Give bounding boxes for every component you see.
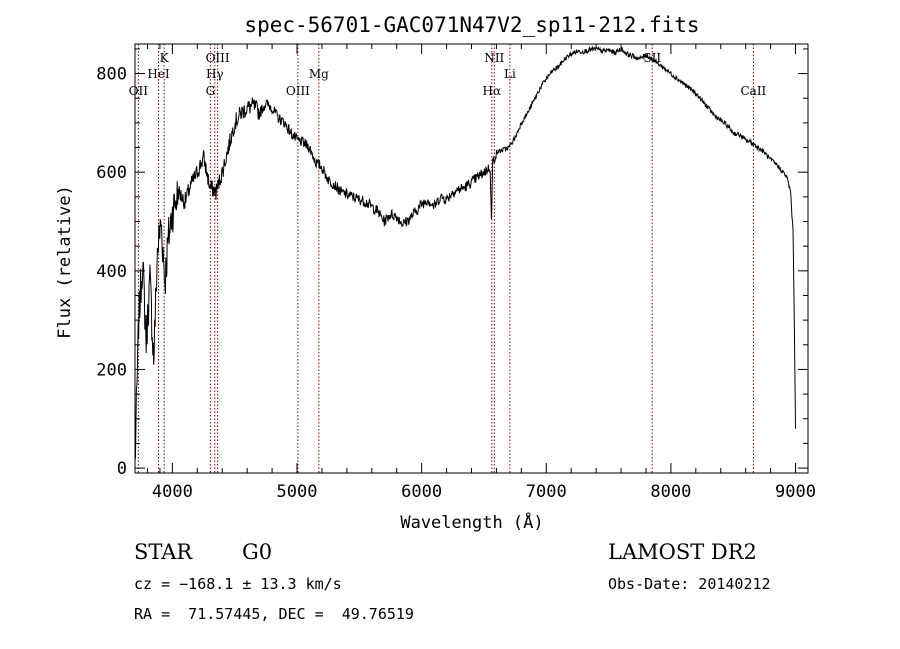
marker-label-10: Li	[504, 67, 516, 81]
obs-date: Obs-Date: 20140212	[608, 575, 771, 593]
subclass: G0	[242, 540, 273, 564]
x-tick-label-4: 8000	[650, 482, 691, 502]
series-line-0	[134, 45, 796, 462]
marker-label-2: HeI	[147, 67, 170, 81]
marker-label-12: CaII	[740, 84, 766, 98]
y-axis-label: Flux (relative)	[55, 185, 75, 339]
y-tick-label-2: 400	[96, 262, 127, 282]
x-tick-label-1: 5000	[277, 482, 318, 502]
y-tick-label-0: 0	[117, 459, 127, 479]
x-axis-label: Wavelength (Å)	[400, 511, 543, 533]
marker-label-9: Hα	[483, 84, 502, 98]
coordinates: RA = 71.57445, DEC = 49.76519	[134, 605, 414, 623]
axes: 4000 5000 6000 7000 8000 9000 0 200 400 600 800	[96, 43, 816, 502]
y-tick-label-1: 200	[96, 360, 127, 380]
y-tick-label-4: 800	[96, 65, 127, 85]
marker-label-0: OII	[129, 84, 149, 98]
spectrum-chart: spec-56701-GAC071N47V2_sp11-212.fits Flu…	[55, 13, 816, 533]
x-tick-label-0: 4000	[152, 482, 193, 502]
chart-title: spec-56701-GAC071N47V2_sp11-212.fits	[244, 13, 699, 37]
x-tick-label-3: 7000	[526, 482, 567, 502]
survey-name: LAMOST DR2	[608, 540, 757, 564]
plot-frame	[134, 43, 809, 474]
spectrum-series	[134, 45, 796, 462]
marker-label-6: OIII	[286, 84, 310, 98]
marker-label-1: K	[160, 51, 170, 65]
marker-label-5: G	[206, 84, 216, 98]
marker-label-3: OIII	[206, 51, 230, 65]
marker-label-7: Mg	[309, 67, 329, 81]
marker-label-4: Hγ	[206, 67, 224, 81]
y-tick-label-3: 600	[96, 163, 127, 183]
x-tick-label-5: 9000	[775, 482, 816, 502]
redshift-text: cz = −168.1 ± 13.3 km/s	[134, 575, 342, 593]
marker-label-8: NII	[484, 51, 504, 65]
object-type: STAR	[134, 540, 193, 564]
x-tick-label-2: 6000	[401, 482, 442, 502]
